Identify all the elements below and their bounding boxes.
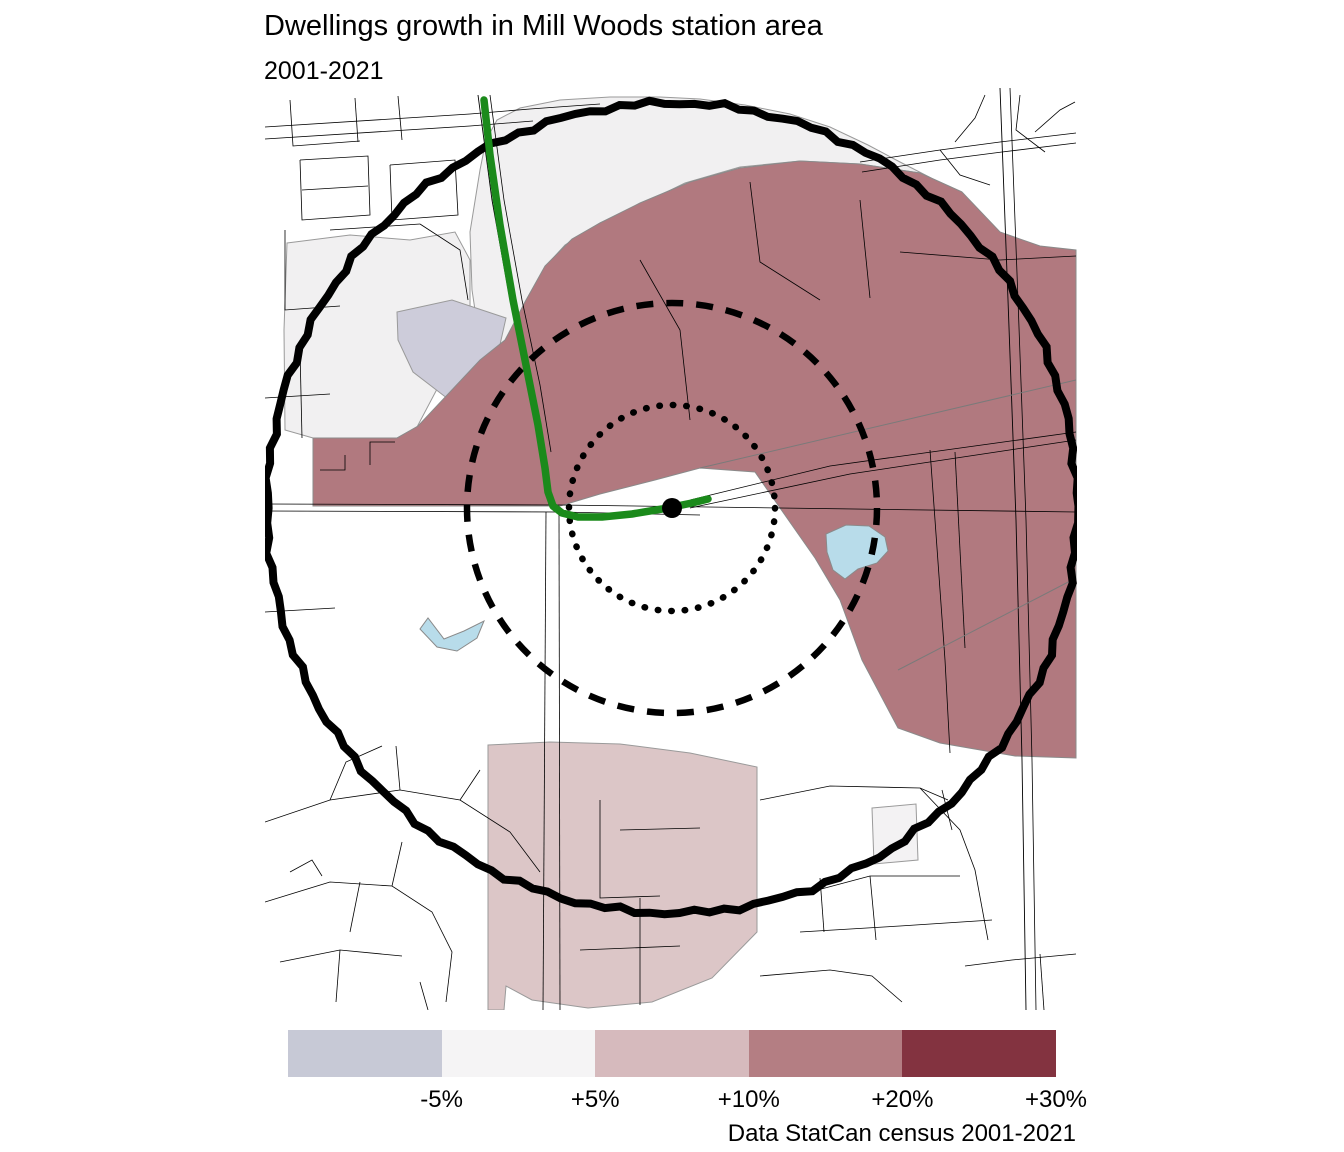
legend-swatch <box>441 1030 596 1077</box>
street-line <box>335 949 341 1003</box>
street-line <box>369 441 395 465</box>
street-line <box>349 881 361 933</box>
legend-label: -5% <box>420 1086 463 1113</box>
street-line <box>265 503 1077 513</box>
lake <box>419 617 485 652</box>
street-line <box>265 103 601 128</box>
street-line <box>397 95 403 141</box>
street-line <box>599 800 661 899</box>
legend-label: +10% <box>717 1086 780 1113</box>
street-line <box>299 155 371 221</box>
legend-label: +5% <box>570 1086 620 1113</box>
street-line <box>489 94 552 453</box>
legend-swatch <box>902 1030 1056 1077</box>
street-line <box>1015 94 1046 153</box>
street-line <box>759 785 949 801</box>
street-line <box>279 949 403 963</box>
street-line <box>759 969 903 1003</box>
street-line <box>354 97 359 143</box>
street-line <box>1039 953 1045 1010</box>
lrt-line <box>480 96 712 521</box>
street-line <box>619 827 701 831</box>
street-line <box>799 919 993 933</box>
street-line <box>301 185 369 191</box>
street-line <box>639 259 691 421</box>
street-line <box>954 451 966 649</box>
street-line <box>265 789 541 873</box>
street-line <box>389 159 459 221</box>
street-line <box>579 945 681 951</box>
radius-ring-outer <box>265 96 1077 919</box>
street-line <box>929 449 951 754</box>
legend-label: +20% <box>871 1086 934 1113</box>
street-line <box>689 439 1077 509</box>
map <box>265 88 1077 1010</box>
legend-labels: -5% +5% +10% +20% +30% <box>288 1086 1087 1116</box>
region-growth-10-20 <box>312 160 1077 759</box>
radius-ring-1 <box>463 299 881 717</box>
data-source-caption: Data StatCan census 2001-2021 <box>727 1120 1076 1147</box>
map-svg <box>265 88 1077 1010</box>
street-line <box>419 981 429 1010</box>
street-line <box>689 431 1077 501</box>
street-line <box>897 577 1077 671</box>
street-line <box>329 745 383 801</box>
street-line <box>1034 101 1076 133</box>
street-line <box>395 745 401 791</box>
radius-ring-0 <box>565 401 779 615</box>
street-line <box>265 881 453 1003</box>
legend-label: +30% <box>1024 1086 1088 1113</box>
street-line <box>869 875 877 941</box>
street-line <box>859 199 871 299</box>
legend-swatch <box>288 1030 442 1077</box>
street-line <box>265 120 534 140</box>
street-line <box>265 607 336 613</box>
street-line <box>419 223 469 301</box>
street-line <box>954 94 986 143</box>
street-line <box>749 181 821 301</box>
legend-swatch <box>595 1030 749 1077</box>
street-line <box>919 787 989 941</box>
page-title: Dwellings growth in Mill Woods station a… <box>264 10 823 42</box>
legend-swatch <box>748 1030 903 1077</box>
street-line <box>459 769 481 801</box>
legend-color-bar <box>288 1030 1056 1077</box>
street-line <box>289 99 361 147</box>
page-subtitle: 2001-2021 <box>264 57 384 85</box>
street-line <box>320 455 346 471</box>
street-line <box>1009 88 1037 1010</box>
station-dot <box>662 498 682 518</box>
street-line <box>964 953 1077 967</box>
street-line <box>859 132 1077 163</box>
street-line <box>999 88 1027 1010</box>
street-line <box>265 393 331 399</box>
street-line <box>939 149 991 186</box>
region-growth-5-10 <box>487 741 758 1010</box>
street-line <box>899 251 1077 261</box>
street-line <box>391 841 403 887</box>
region-small-gray <box>871 803 919 865</box>
street-line <box>289 859 323 877</box>
street-line <box>558 511 561 1010</box>
street-line <box>542 511 547 1010</box>
street-line <box>699 379 1077 469</box>
